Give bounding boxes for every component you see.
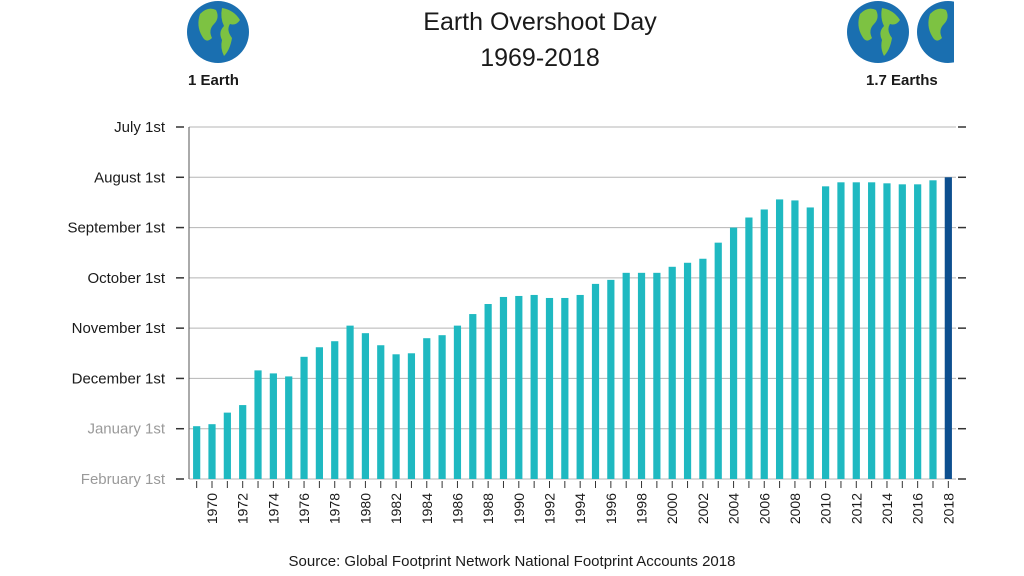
bar [407,353,416,479]
x-tick-label: 2018 [940,493,956,524]
bar [223,412,231,479]
right-earth-label: 1.7 Earths [866,72,938,89]
bar [453,325,462,479]
bar [361,333,370,479]
earth-globe-partial-icon [917,1,954,63]
bar [699,258,707,479]
left-earth-label: 1 Earth [188,72,239,89]
bar [914,184,922,479]
bar [622,272,630,479]
x-tick-label: 1980 [357,493,373,524]
y-tick-label: January 1st [87,421,165,438]
x-tick-label: 2006 [756,493,772,524]
bar [898,184,906,479]
bar [944,177,952,480]
bar [806,207,814,479]
bar [346,325,354,479]
x-tick-label: 1984 [419,493,435,524]
x-tick-label: 1982 [388,493,404,524]
source-note: Source: Global Footprint Network Nationa… [288,553,736,570]
x-tick-label: 1998 [634,493,650,524]
bar [193,426,201,479]
x-tick-label: 2010 [818,493,834,524]
bar [729,227,738,479]
bar [837,182,845,480]
x-tick-label: 1986 [449,493,465,524]
x-tick-label: 2000 [664,493,680,524]
bar [868,182,876,480]
bar [607,279,615,479]
chart-title: Earth Overshoot Day [423,8,657,36]
x-tick-label: 1974 [265,493,281,524]
bar [499,296,508,479]
bar [484,304,492,479]
bar [653,272,661,479]
bar [545,297,554,479]
bar [239,405,247,479]
bar [714,242,722,479]
bar [576,294,584,479]
chart-subtitle: 1969-2018 [480,44,600,72]
bar [883,183,891,479]
bar [208,424,216,479]
bar [745,217,753,479]
x-tick-label: 1994 [572,493,588,524]
y-tick-label: September 1st [67,220,165,237]
bar [269,373,277,479]
bar [852,182,860,480]
bar [791,200,799,479]
y-tick-label: December 1st [72,370,166,387]
y-tick-label: November 1st [72,320,166,337]
x-tick-label: 2002 [695,493,711,524]
y-tick-label: July 1st [114,119,166,136]
bar [469,314,477,479]
earth-globe-icon [187,1,249,63]
bar [438,335,446,479]
bar [315,347,323,479]
bar [760,209,768,479]
bar [822,186,830,479]
x-tick-label: 1988 [480,493,496,524]
x-tick-label: 2004 [726,493,742,524]
bar [530,294,538,479]
x-tick-label: 2014 [879,493,895,524]
x-tick-label: 2008 [787,493,803,524]
bar [331,341,339,479]
bar [775,199,784,479]
earth-globe-icon [847,1,909,63]
bar [668,266,676,479]
bar [423,338,431,479]
bar [683,262,692,479]
bar [254,370,262,479]
x-tick-label: 1972 [235,493,251,524]
y-tick-label: October 1st [87,270,165,287]
x-tick-label: 1978 [327,493,343,524]
bar [929,180,937,479]
x-tick-label: 1996 [603,493,619,524]
bar [515,295,523,479]
bar [637,272,646,479]
x-tick-label: 1976 [296,493,312,524]
bar [300,356,308,479]
x-tick-label: 2016 [910,493,926,524]
y-tick-label: February 1st [81,471,166,488]
x-tick-label: 1970 [204,493,220,524]
x-tick-label: 1990 [511,493,527,524]
bar [377,345,385,479]
bar [561,297,569,479]
bar [392,354,400,479]
x-tick-label: 2012 [848,493,864,524]
y-tick-label: August 1st [94,169,166,186]
bar [285,376,293,479]
x-tick-label: 1992 [541,493,557,524]
bar [591,283,600,479]
